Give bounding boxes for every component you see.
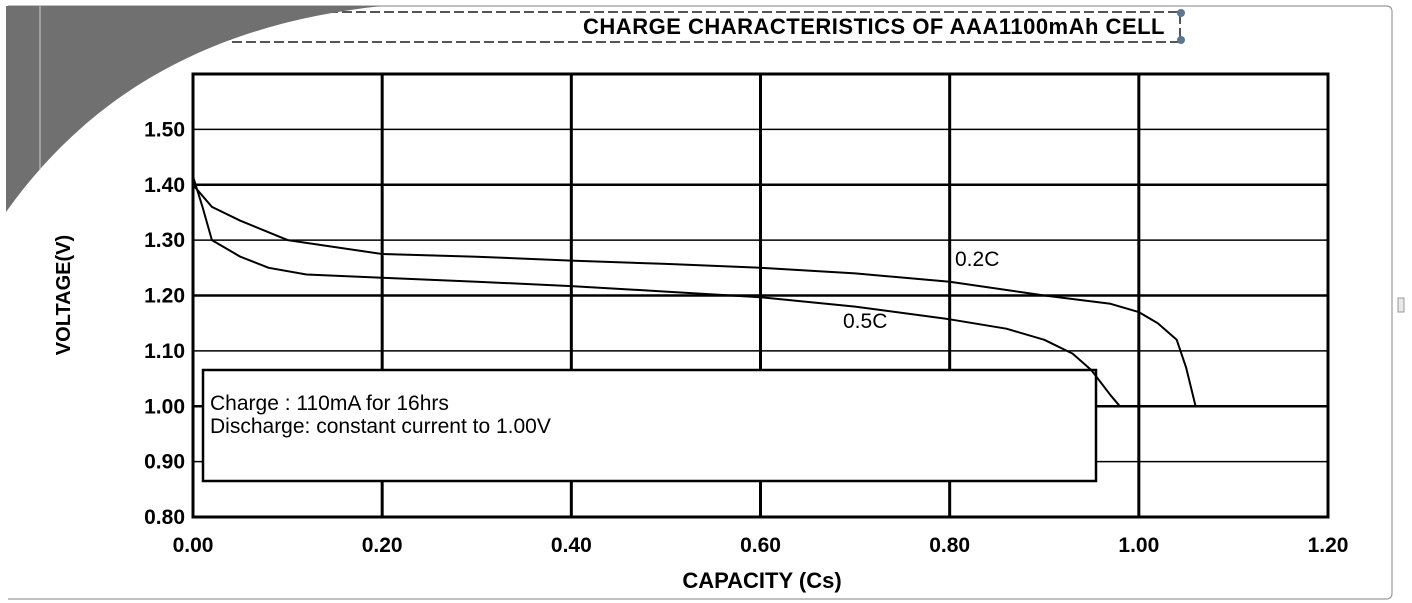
x-tick-label: 0.80 bbox=[929, 534, 970, 557]
title-resize-handle-top[interactable] bbox=[1177, 9, 1185, 17]
y-tick-label: 0.90 bbox=[144, 451, 185, 474]
y-tick-label: 1.40 bbox=[144, 174, 185, 197]
x-axis-label: CAPACITY (Cs) bbox=[682, 568, 841, 593]
y-tick-label: 1.30 bbox=[144, 229, 185, 252]
y-tick-label: 0.80 bbox=[144, 506, 185, 529]
x-tick-label: 1.20 bbox=[1308, 534, 1349, 557]
x-tick-label: 0.00 bbox=[173, 534, 214, 557]
title-box[interactable] bbox=[229, 11, 1181, 43]
annotation-line-1: Charge : 110mA for 16hrs bbox=[210, 392, 449, 415]
series-label-0-5c: 0.5C bbox=[843, 310, 887, 333]
y-tick-label: 1.20 bbox=[144, 285, 185, 308]
y-tick-label: 1.10 bbox=[144, 340, 185, 363]
series-line-0-5c bbox=[192, 176, 1121, 407]
series-label-0-2c: 0.2C bbox=[955, 248, 999, 271]
x-axis-ticks: 0.00 0.20 0.40 0.60 0.80 1.00 1.20 bbox=[173, 534, 1349, 557]
resize-grip-right[interactable] bbox=[1397, 297, 1405, 313]
corner-overlay-shape bbox=[6, 6, 382, 212]
y-tick-label: 1.00 bbox=[144, 395, 185, 418]
x-tick-label: 0.40 bbox=[551, 534, 592, 557]
series-lines bbox=[192, 176, 1197, 407]
x-tick-label: 0.60 bbox=[740, 534, 781, 557]
x-tick-label: 0.20 bbox=[362, 534, 403, 557]
y-axis-ticks: 0.80 0.90 1.00 1.10 1.20 1.30 1.40 1.50 bbox=[144, 118, 185, 529]
object-frame bbox=[8, 5, 1393, 600]
y-axis-label: VOLTAGE(V) bbox=[53, 235, 75, 355]
chart-title: CHARGE CHARACTERISTICS OF AAA1100mAh CEL… bbox=[583, 14, 1165, 39]
series-line-0-2c bbox=[192, 184, 1197, 407]
x-tick-label: 1.00 bbox=[1118, 534, 1159, 557]
annotation-line-2: Discharge: constant current to 1.00V bbox=[210, 415, 551, 438]
title-resize-handle-bottom[interactable] bbox=[1177, 36, 1185, 44]
annotation-box bbox=[201, 368, 1098, 483]
y-tick-label: 1.50 bbox=[144, 118, 185, 141]
